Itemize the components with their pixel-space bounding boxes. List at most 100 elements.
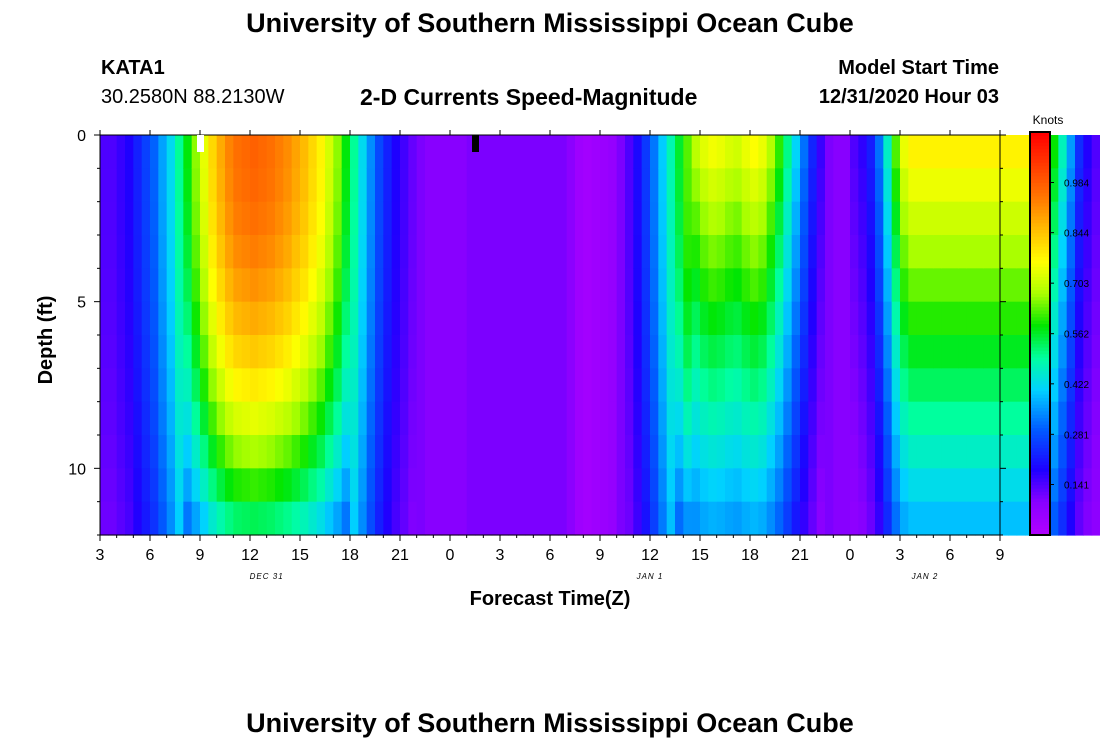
heatmap-cell — [591, 135, 601, 169]
heatmap-cell — [416, 135, 426, 169]
colorbar-segment — [1030, 390, 1050, 395]
heatmap-cell — [858, 501, 868, 536]
heatmap-cell — [908, 401, 918, 436]
heatmap-cell — [416, 401, 426, 436]
heatmap-cell — [533, 368, 543, 403]
heatmap-cell — [1075, 368, 1084, 403]
heatmap-cell — [925, 301, 934, 336]
heatmap-cell — [1008, 401, 1018, 436]
heatmap-cell — [533, 201, 543, 236]
heatmap-cell — [975, 435, 984, 469]
heatmap-cell — [850, 168, 859, 203]
heatmap-cell — [675, 168, 684, 203]
heatmap-cell — [1075, 401, 1084, 436]
heatmap-cell — [525, 168, 534, 203]
heatmap-cell — [350, 468, 359, 503]
heatmap-cell — [850, 501, 859, 536]
heatmap-cell — [683, 301, 693, 336]
heatmap-cell — [125, 468, 134, 503]
heatmap-cell — [1083, 335, 1093, 369]
heatmap-cell — [541, 135, 551, 169]
heatmap-cell — [800, 201, 809, 236]
heatmap-cell — [433, 168, 443, 203]
heatmap-cell — [300, 135, 309, 169]
heatmap-cell — [291, 435, 301, 469]
heatmap-cell — [741, 268, 751, 303]
colorbar-segment — [1030, 148, 1050, 153]
heatmap-cell — [175, 435, 184, 469]
heatmap-cell — [291, 168, 301, 203]
colorbar-segment — [1030, 410, 1050, 415]
heatmap-cell — [975, 235, 984, 269]
heatmap-cell — [833, 335, 843, 369]
heatmap-cell — [833, 235, 843, 269]
colorbar-segment — [1030, 232, 1050, 237]
heatmap-cell — [708, 401, 718, 436]
heatmap-cell — [908, 368, 918, 403]
heatmap-cell — [691, 135, 701, 169]
heatmap-cell — [550, 435, 559, 469]
heatmap-cell — [483, 335, 493, 369]
heatmap-cell — [1075, 301, 1084, 336]
heatmap-cell — [233, 135, 243, 169]
heatmap-cell — [1091, 501, 1100, 536]
x-tick-label: 21 — [391, 547, 409, 564]
heatmap-cell — [450, 468, 459, 503]
heatmap-cell — [850, 268, 859, 303]
heatmap-cell — [158, 201, 168, 236]
heatmap-cell — [508, 468, 518, 503]
heatmap-cell — [200, 301, 209, 336]
heatmap-cell — [891, 301, 901, 336]
heatmap-cell — [733, 501, 743, 536]
heatmap-cell — [625, 468, 634, 503]
heatmap-cell — [275, 168, 284, 203]
heatmap-cell — [300, 301, 309, 336]
heatmap-cell — [475, 268, 484, 303]
heatmap-cell — [650, 301, 659, 336]
heatmap-cell — [300, 368, 309, 403]
heatmap-cell — [733, 368, 743, 403]
heatmap-cell — [591, 335, 601, 369]
heatmap-cell — [858, 468, 868, 503]
heatmap-cell — [875, 468, 884, 503]
heatmap-cell — [158, 301, 168, 336]
heatmap-cell — [366, 235, 376, 269]
heatmap-cell — [600, 201, 609, 236]
heatmap-cell — [566, 301, 576, 336]
colorbar-segment — [1030, 199, 1050, 204]
heatmap-cell — [658, 135, 668, 169]
heatmap-cell — [441, 201, 451, 236]
heatmap-cell — [1066, 335, 1076, 369]
heatmap-cell — [1008, 368, 1018, 403]
colorbar-segment — [1030, 474, 1050, 479]
heatmap-cell — [841, 301, 851, 336]
heatmap-cell — [975, 201, 984, 236]
heatmap-cell — [266, 401, 276, 436]
colorbar-segment — [1030, 333, 1050, 338]
heatmap-cell — [883, 368, 893, 403]
heatmap-cell — [600, 268, 609, 303]
heatmap-cell — [691, 368, 701, 403]
colorbar-segment — [1030, 189, 1050, 194]
heatmap-cell — [250, 435, 259, 469]
heatmap-cell — [108, 168, 118, 203]
heatmap-cell — [750, 135, 759, 169]
heatmap-cell — [358, 201, 368, 236]
heatmap-cell — [916, 201, 926, 236]
heatmap-cell — [550, 401, 559, 436]
heatmap-cell — [558, 435, 568, 469]
heatmap-cell — [633, 235, 643, 269]
heatmap-cell — [333, 268, 343, 303]
heatmap-cell — [750, 301, 759, 336]
colorbar-segment — [1030, 451, 1050, 455]
heatmap-cell — [1058, 335, 1068, 369]
heatmap-cell — [766, 301, 776, 336]
heatmap-cell — [500, 168, 509, 203]
heatmap-cell — [741, 435, 751, 469]
x-tick-label: 18 — [741, 547, 759, 564]
colorbar-segment — [1030, 484, 1050, 489]
heatmap-cell — [541, 201, 551, 236]
heatmap-cell — [783, 501, 793, 536]
heatmap-cell — [941, 501, 951, 536]
heatmap-cell — [300, 401, 309, 436]
